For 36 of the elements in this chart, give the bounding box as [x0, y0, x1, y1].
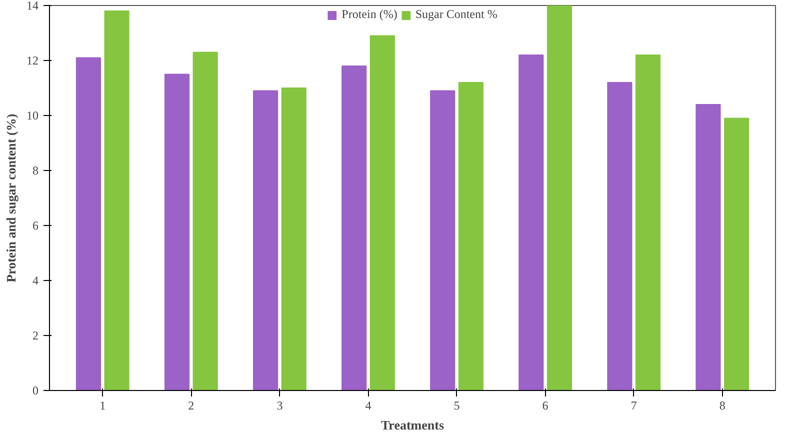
bar — [724, 118, 750, 390]
bar — [518, 54, 544, 390]
x-tick-label: 5 — [454, 398, 460, 412]
x-tick-label: 6 — [542, 398, 548, 412]
bar — [458, 82, 484, 390]
y-tick-label: 8 — [32, 164, 38, 178]
legend-label: Sugar Content % — [415, 7, 498, 22]
y-tick-label: 0 — [32, 384, 38, 398]
y-axis-title: Protein and sugar content (%) — [4, 114, 18, 282]
bar — [430, 90, 456, 390]
y-tick-label: 10 — [26, 108, 38, 122]
bar — [696, 104, 721, 390]
bar — [635, 54, 661, 390]
bar — [192, 52, 218, 390]
y-tick-label: 4 — [32, 274, 38, 288]
x-tick-label: 8 — [719, 398, 726, 412]
bar — [607, 82, 632, 390]
y-tick-label: 6 — [32, 218, 38, 232]
x-axis-title: Treatments — [380, 418, 444, 432]
bar — [370, 35, 395, 390]
legend-label: Protein (%) — [342, 7, 398, 22]
y-tick-label: 12 — [26, 54, 38, 68]
y-tick-label: 2 — [32, 328, 38, 342]
x-tick-label: 2 — [188, 398, 194, 412]
bar — [342, 66, 367, 390]
y-tick-label: 14 — [26, 0, 38, 12]
bar — [546, 6, 572, 390]
x-tick-label: 4 — [365, 398, 372, 412]
bar — [104, 10, 130, 390]
x-tick-label: 3 — [276, 398, 283, 412]
bar — [252, 90, 278, 390]
x-tick-label: 7 — [630, 398, 637, 412]
x-tick-label: 1 — [100, 398, 106, 412]
bar — [76, 57, 101, 390]
bar — [164, 74, 190, 390]
bar — [281, 88, 306, 390]
